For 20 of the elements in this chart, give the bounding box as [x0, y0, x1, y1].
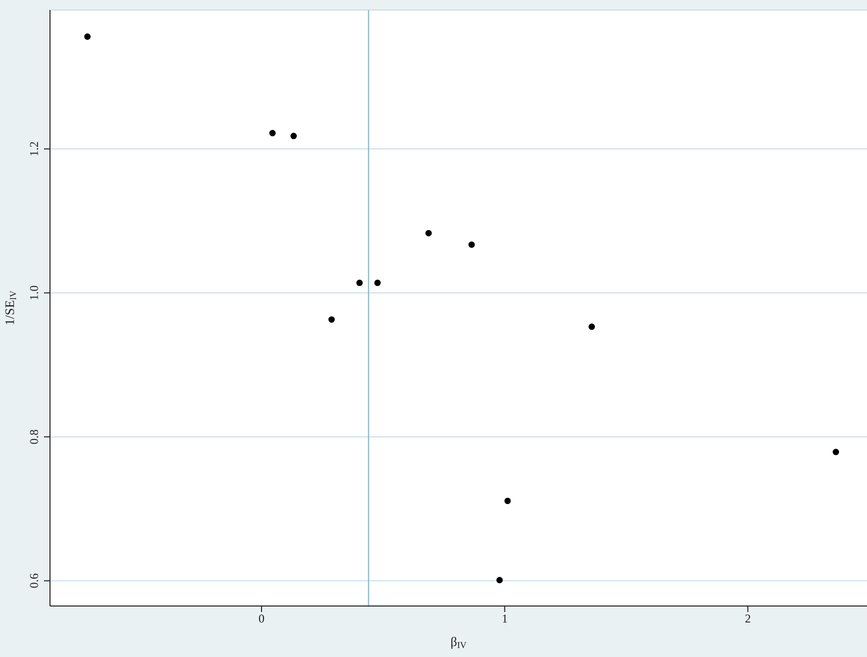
point	[290, 132, 297, 140]
point	[84, 33, 91, 40]
y-tick-label: 1.2	[27, 141, 41, 156]
point	[269, 130, 276, 136]
y-tick-label: 0.8	[27, 429, 41, 444]
point	[832, 448, 840, 456]
point	[468, 241, 475, 248]
point	[374, 280, 381, 286]
point	[425, 230, 432, 236]
point	[356, 280, 363, 286]
point	[504, 498, 511, 504]
point	[496, 576, 503, 584]
x-tick-label: 0	[258, 612, 265, 626]
x-tick-label: 2	[744, 612, 751, 626]
x-tick-label: 1	[502, 612, 508, 626]
point	[588, 324, 595, 330]
y-tick-label: 0.6	[27, 573, 41, 588]
point	[328, 316, 335, 323]
y-tick-label: 1.0	[27, 285, 41, 300]
x-axis-title: β$_{IV}$	[450, 634, 468, 650]
